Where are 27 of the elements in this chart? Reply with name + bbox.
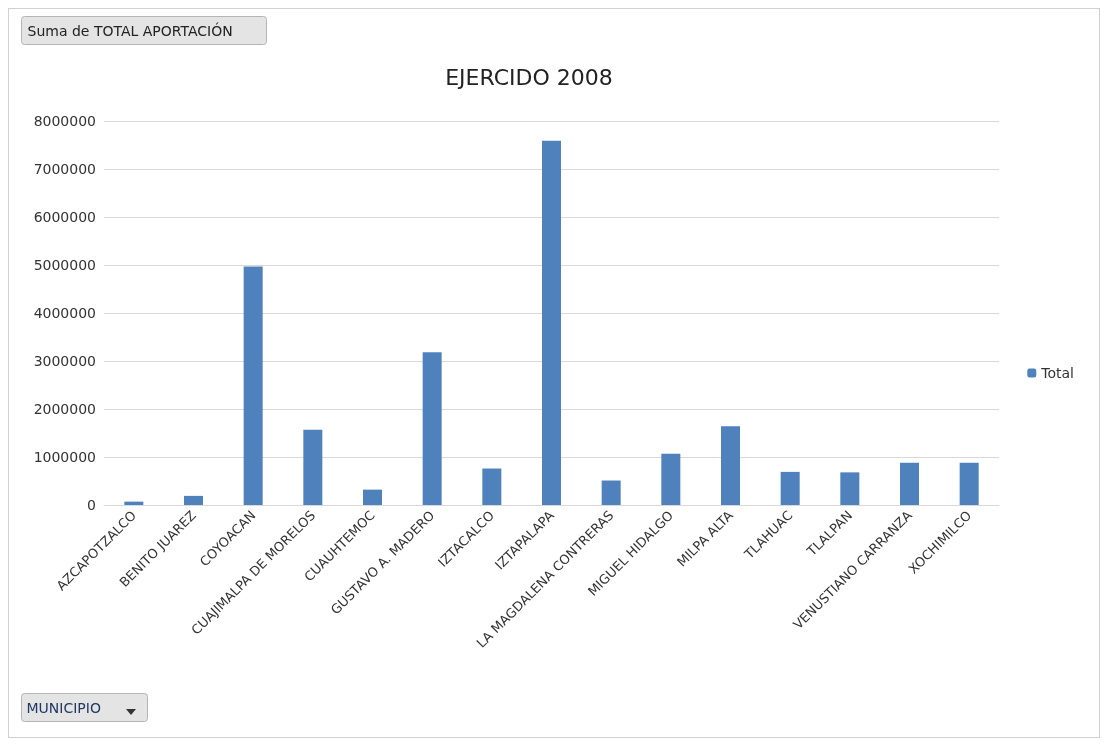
y-tick-label: 1000000	[33, 449, 96, 465]
text: MUNICIPIO	[26, 699, 101, 716]
bar	[661, 453, 681, 505]
y-tick-label: 0	[87, 497, 96, 513]
bar	[959, 462, 979, 505]
y-tick-label: 6000000	[33, 209, 96, 225]
bar	[840, 472, 860, 505]
bar	[542, 140, 561, 505]
text: Suma de TOTAL APORTACIÓN	[27, 21, 233, 39]
bar	[601, 480, 621, 505]
y-tick-label: 4000000	[33, 305, 96, 321]
y-tick-label: 3000000	[33, 353, 96, 369]
bar	[780, 471, 800, 505]
bar	[900, 462, 919, 505]
bar	[363, 489, 382, 505]
legend-label: Total	[1040, 365, 1075, 381]
y-tick-label: 8000000	[33, 113, 96, 129]
y-tick-label: 5000000	[33, 257, 96, 273]
bar	[721, 426, 740, 505]
bar	[303, 429, 323, 505]
y-tick-label: 7000000	[33, 161, 96, 177]
bar	[422, 352, 442, 505]
chart-title: EJERCIDO 2008	[445, 64, 613, 90]
y-tick-label: 2000000	[33, 401, 96, 417]
bar	[184, 495, 203, 505]
bar	[482, 468, 502, 505]
bar	[243, 266, 263, 505]
